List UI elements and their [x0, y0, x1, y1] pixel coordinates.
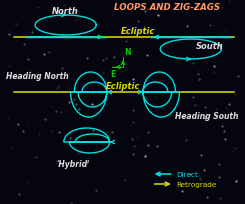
Text: North: North — [52, 7, 79, 16]
Text: LOOPS AND ZIG-ZAGS: LOOPS AND ZIG-ZAGS — [114, 3, 220, 12]
Text: E: E — [110, 70, 116, 79]
Text: Ecliptic: Ecliptic — [106, 82, 140, 91]
Text: N: N — [124, 48, 130, 57]
Text: Ecliptic: Ecliptic — [121, 27, 156, 36]
Text: South: South — [196, 42, 223, 51]
Text: Heading South: Heading South — [175, 112, 239, 121]
Text: Direct: Direct — [176, 171, 198, 177]
Text: Retrograde: Retrograde — [176, 181, 217, 187]
Text: Heading North: Heading North — [6, 72, 68, 81]
Text: 'Hybrid': 'Hybrid' — [57, 160, 90, 169]
